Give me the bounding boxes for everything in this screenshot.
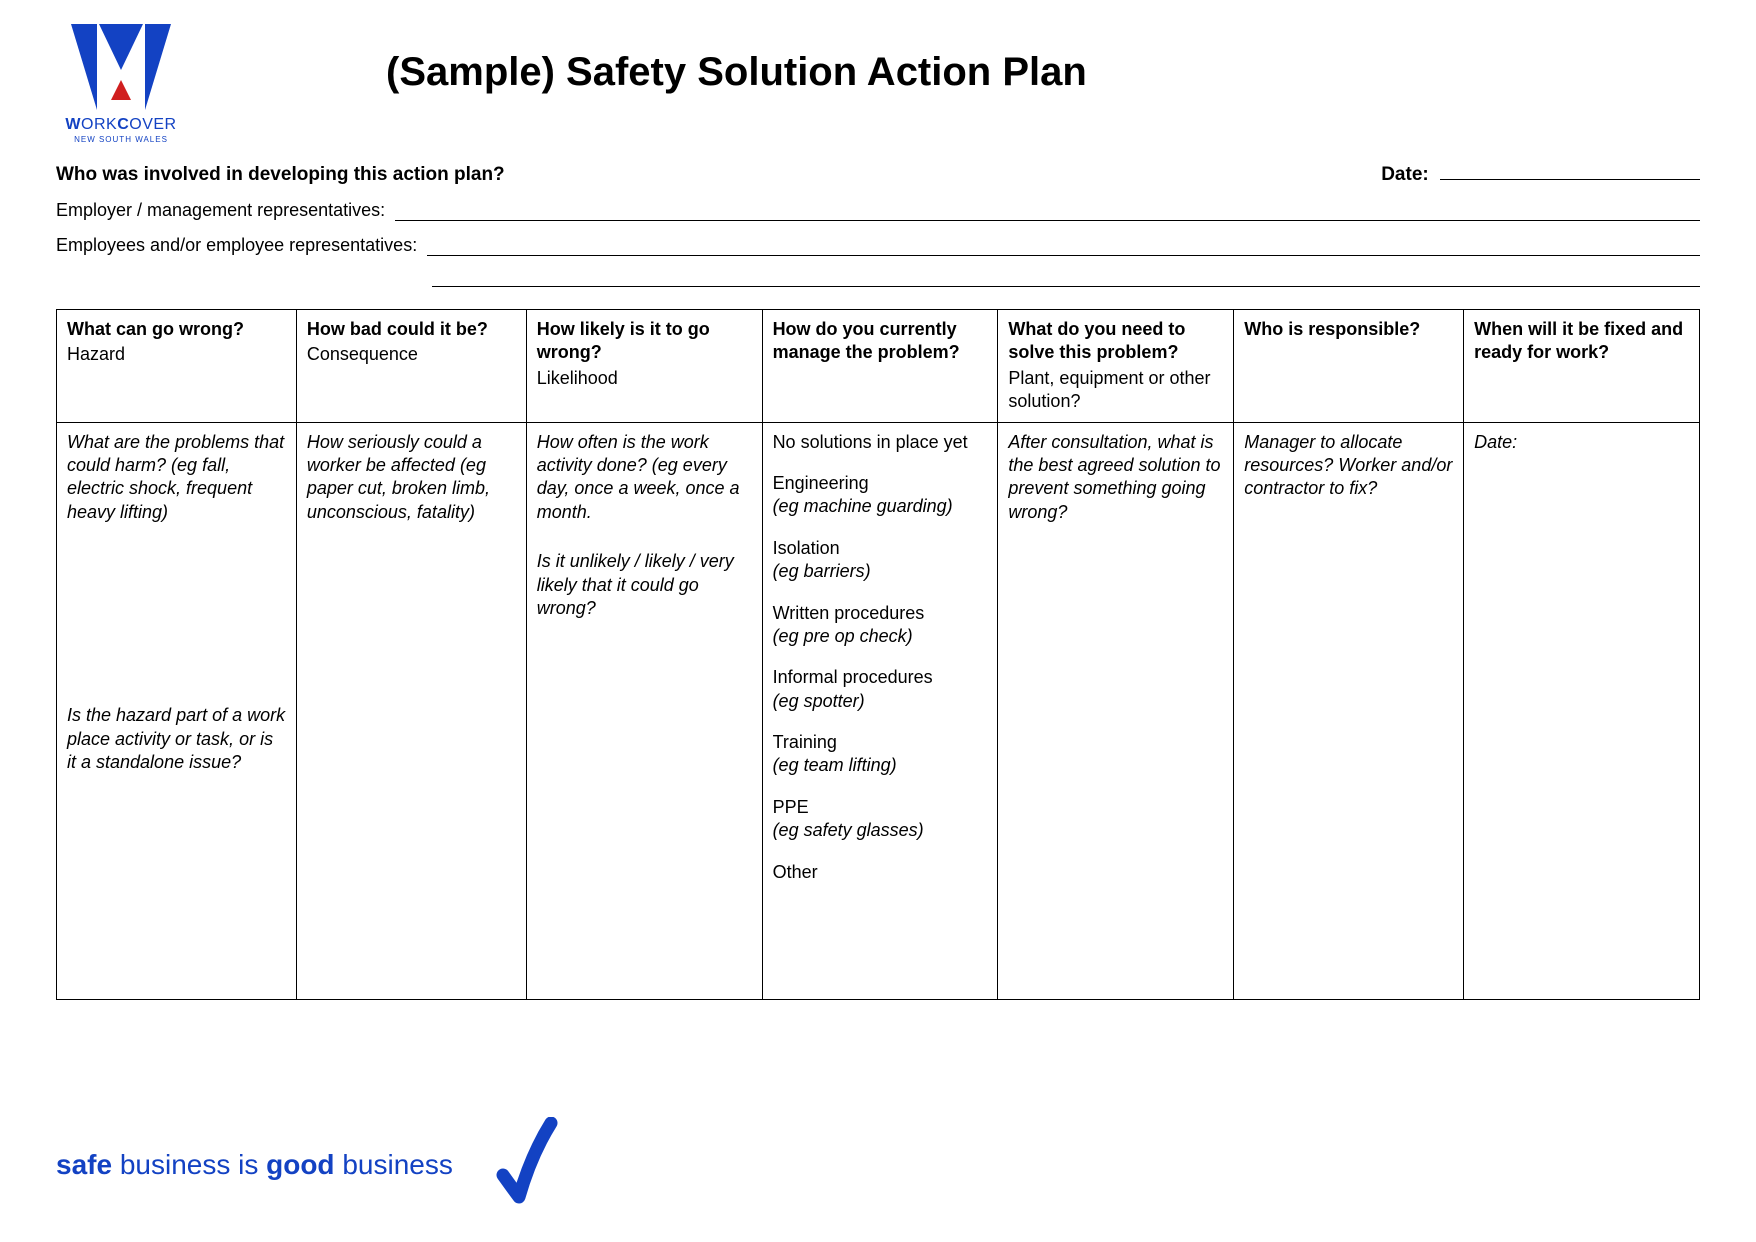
action-plan-table: What can go wrong? Hazard How bad could …	[56, 309, 1700, 1000]
table-header-row: What can go wrong? Hazard How bad could …	[57, 310, 1700, 423]
col-when-h: When will it be fixed and ready for work…	[1474, 319, 1683, 362]
col-responsible: Who is responsible?	[1234, 310, 1464, 423]
tick-icon	[495, 1117, 559, 1212]
col-hazard-sub: Hazard	[67, 343, 286, 366]
cur-seg-5-l2: (eg team lifting)	[773, 754, 988, 777]
employee-reps-label: Employees and/or employee representative…	[56, 235, 427, 256]
cell-likelihood-text1: How often is the work activity done? (eg…	[537, 431, 752, 525]
cur-seg-7-l1: Other	[773, 861, 988, 884]
cur-seg-3-l1: Written procedures	[773, 602, 988, 625]
date-field: Date:	[1381, 164, 1700, 186]
cell-solution-text: After consultation, what is the best agr…	[1008, 431, 1223, 525]
cur-seg-2-l1: Isolation	[773, 537, 988, 560]
footer-w3: good	[266, 1149, 334, 1180]
header: WORKCOVER NEW SOUTH WALES (Sample) Safet…	[56, 22, 1700, 144]
col-solution: What do you need to solve this problem? …	[998, 310, 1234, 423]
employer-reps-row: Employer / management representatives:	[56, 200, 1700, 221]
col-when: When will it be fixed and ready for work…	[1464, 310, 1700, 423]
cur-seg-6: PPE (eg safety glasses)	[773, 796, 988, 843]
col-responsible-h: Who is responsible?	[1244, 319, 1420, 339]
cell-when[interactable]: Date:	[1464, 422, 1700, 999]
cell-likelihood-text2: Is it unlikely / likely / very likely th…	[537, 550, 752, 620]
cur-seg-4-l1: Informal procedures	[773, 666, 988, 689]
date-input-line[interactable]	[1440, 165, 1700, 180]
cur-seg-7: Other	[773, 861, 988, 884]
logo-c: C	[117, 116, 129, 133]
logo-ork: ORK	[81, 116, 117, 133]
cell-consequence-text: How seriously could a worker be affected…	[307, 431, 516, 525]
logo-text-line1: WORKCOVER	[56, 116, 186, 134]
cur-seg-1-l1: Engineering	[773, 472, 988, 495]
cur-seg-0-l1: No solutions in place yet	[773, 431, 988, 454]
cell-hazard[interactable]: What are the problems that could harm? (…	[57, 422, 297, 999]
cur-seg-1: Engineering (eg machine guarding)	[773, 472, 988, 519]
footer-slogan: safe business is good business	[56, 1149, 453, 1181]
cur-seg-3-l2: (eg pre op check)	[773, 625, 988, 648]
cell-consequence[interactable]: How seriously could a worker be affected…	[296, 422, 526, 999]
cur-seg-6-l1: PPE	[773, 796, 988, 819]
workcover-logo: WORKCOVER NEW SOUTH WALES	[56, 22, 186, 144]
col-consequence-h: How bad could it be?	[307, 319, 488, 339]
cell-likelihood[interactable]: How often is the work activity done? (eg…	[526, 422, 762, 999]
footer: safe business is good business	[56, 1117, 559, 1212]
involvement-question: Who was involved in developing this acti…	[56, 164, 505, 186]
meta-top-row: Who was involved in developing this acti…	[56, 164, 1700, 186]
footer-w1: safe	[56, 1149, 112, 1180]
cur-seg-4-l2: (eg spotter)	[773, 690, 988, 713]
col-likelihood: How likely is it to go wrong? Likelihood	[526, 310, 762, 423]
cur-seg-1-l2: (eg machine guarding)	[773, 495, 988, 518]
title-wrap: (Sample) Safety Solution Action Plan	[186, 22, 1700, 95]
cell-hazard-text2: Is the hazard part of a work place activ…	[67, 704, 286, 774]
cell-hazard-text1: What are the problems that could harm? (…	[67, 431, 286, 525]
cur-seg-3: Written procedures (eg pre op check)	[773, 602, 988, 649]
table-row: What are the problems that could harm? (…	[57, 422, 1700, 999]
employee-reps-row: Employees and/or employee representative…	[56, 235, 1700, 256]
employer-reps-label: Employer / management representatives:	[56, 200, 395, 221]
col-current-h: How do you currently manage the problem?	[773, 319, 960, 362]
cell-responsible-text: Manager to allocate resources? Worker an…	[1244, 431, 1453, 501]
logo-over: OVER	[129, 116, 176, 133]
cell-current[interactable]: No solutions in place yet Engineering (e…	[762, 422, 998, 999]
date-label: Date:	[1381, 164, 1429, 185]
table-header: What can go wrong? Hazard How bad could …	[57, 310, 1700, 423]
document-page: WORKCOVER NEW SOUTH WALES (Sample) Safet…	[0, 0, 1756, 1242]
col-hazard: What can go wrong? Hazard	[57, 310, 297, 423]
col-consequence: How bad could it be? Consequence	[296, 310, 526, 423]
employee-reps-input-line[interactable]	[427, 239, 1700, 256]
employer-reps-input-line[interactable]	[395, 204, 1700, 221]
col-current: How do you currently manage the problem?	[762, 310, 998, 423]
col-consequence-sub: Consequence	[307, 343, 516, 366]
cur-seg-5-l1: Training	[773, 731, 988, 754]
footer-w2: business is	[112, 1149, 266, 1180]
cell-responsible[interactable]: Manager to allocate resources? Worker an…	[1234, 422, 1464, 999]
cur-seg-2-l2: (eg barriers)	[773, 560, 988, 583]
logo-w: W	[65, 116, 81, 133]
footer-w4: business	[335, 1149, 453, 1180]
meta-block: Who was involved in developing this acti…	[56, 164, 1700, 287]
employee-reps-input-line-2[interactable]	[432, 270, 1700, 287]
col-solution-h: What do you need to solve this problem?	[1008, 319, 1185, 362]
workcover-logo-mark	[69, 22, 173, 114]
cur-seg-2: Isolation (eg barriers)	[773, 537, 988, 584]
col-hazard-h: What can go wrong?	[67, 319, 244, 339]
cell-when-text: Date:	[1474, 431, 1689, 454]
cur-seg-6-l2: (eg safety glasses)	[773, 819, 988, 842]
page-title: (Sample) Safety Solution Action Plan	[386, 50, 1700, 95]
col-likelihood-h: How likely is it to go wrong?	[537, 319, 710, 362]
cur-seg-4: Informal procedures (eg spotter)	[773, 666, 988, 713]
cur-seg-0: No solutions in place yet	[773, 431, 988, 454]
cur-seg-5: Training (eg team lifting)	[773, 731, 988, 778]
employee-reps-row-2	[432, 270, 1700, 287]
logo-text-line2: NEW SOUTH WALES	[56, 135, 186, 144]
col-likelihood-sub: Likelihood	[537, 367, 752, 390]
col-solution-sub: Plant, equipment or other solution?	[1008, 367, 1223, 414]
cell-solution[interactable]: After consultation, what is the best agr…	[998, 422, 1234, 999]
